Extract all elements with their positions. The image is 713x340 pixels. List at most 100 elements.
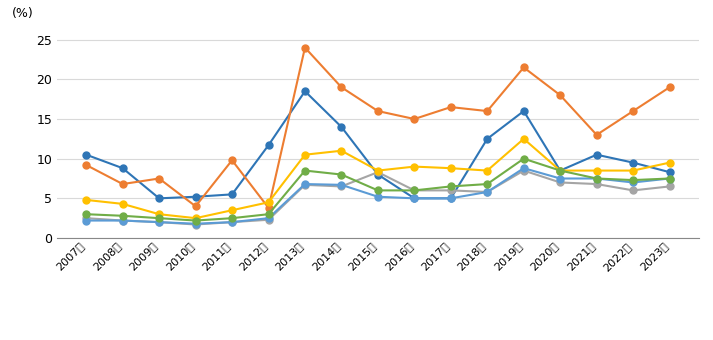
特殊法人等	[483, 109, 491, 113]
計	[556, 169, 565, 173]
国	[665, 170, 674, 174]
市区町村	[227, 220, 236, 224]
都道府県	[155, 220, 163, 224]
特殊法人等	[265, 206, 273, 210]
Line: 国: 国	[83, 88, 673, 202]
計	[410, 188, 419, 192]
都道府県	[483, 190, 491, 194]
国	[374, 172, 382, 176]
計	[665, 176, 674, 181]
指定都市	[410, 165, 419, 169]
計	[337, 172, 346, 176]
国	[155, 196, 163, 200]
特殊法人等	[629, 109, 637, 113]
市区町村	[301, 182, 309, 186]
市区町村	[82, 219, 91, 223]
Line: 計: 計	[83, 155, 673, 224]
市区町村	[483, 190, 491, 194]
都道府県	[520, 169, 528, 173]
都道府県	[629, 188, 637, 192]
計	[629, 178, 637, 182]
都道府県	[446, 188, 455, 192]
計	[118, 214, 127, 218]
指定都市	[446, 166, 455, 170]
国	[227, 192, 236, 197]
国	[629, 160, 637, 165]
特殊法人等	[556, 93, 565, 97]
指定都市	[483, 169, 491, 173]
国	[118, 166, 127, 170]
都道府県	[265, 218, 273, 222]
特殊法人等	[665, 85, 674, 89]
計	[593, 176, 601, 181]
国	[301, 89, 309, 93]
指定都市	[665, 160, 674, 165]
特殊法人等	[191, 204, 200, 208]
市区町村	[520, 166, 528, 170]
計	[191, 219, 200, 223]
都道府県	[82, 216, 91, 220]
市区町村	[665, 176, 674, 181]
国	[446, 196, 455, 200]
特殊法人等	[301, 46, 309, 50]
市区町村	[593, 176, 601, 181]
都道府県	[301, 183, 309, 187]
計	[483, 182, 491, 186]
特殊法人等	[593, 133, 601, 137]
市区町村	[337, 183, 346, 187]
都道府県	[227, 220, 236, 224]
計	[374, 188, 382, 192]
計	[227, 216, 236, 220]
都道府県	[118, 219, 127, 223]
指定都市	[227, 208, 236, 212]
国	[520, 109, 528, 113]
市区町村	[556, 176, 565, 181]
特殊法人等	[410, 117, 419, 121]
Text: (%): (%)	[12, 6, 34, 19]
市区町村	[265, 216, 273, 220]
特殊法人等	[446, 105, 455, 109]
計	[155, 216, 163, 220]
市区町村	[629, 181, 637, 185]
市区町村	[191, 222, 200, 226]
市区町村	[374, 195, 382, 199]
国	[556, 169, 565, 173]
計	[301, 169, 309, 173]
指定都市	[118, 202, 127, 206]
都道府県	[374, 170, 382, 174]
国	[593, 153, 601, 157]
計	[265, 212, 273, 216]
指定都市	[337, 149, 346, 153]
都道府県	[191, 222, 200, 226]
指定都市	[301, 153, 309, 157]
計	[82, 212, 91, 216]
市区町村	[446, 196, 455, 200]
国	[483, 137, 491, 141]
Line: 特殊法人等: 特殊法人等	[83, 44, 673, 211]
国	[82, 153, 91, 157]
指定都市	[374, 169, 382, 173]
市区町村	[155, 220, 163, 224]
Line: 市区町村: 市区町村	[83, 165, 673, 227]
国	[337, 125, 346, 129]
計	[520, 157, 528, 161]
国	[265, 143, 273, 147]
都道府県	[410, 188, 419, 192]
特殊法人等	[118, 182, 127, 186]
都道府県	[665, 184, 674, 188]
特殊法人等	[520, 65, 528, 69]
国	[410, 196, 419, 200]
市区町村	[410, 196, 419, 200]
国	[191, 195, 200, 199]
特殊法人等	[337, 85, 346, 89]
指定都市	[593, 169, 601, 173]
指定都市	[629, 169, 637, 173]
都道府県	[556, 181, 565, 185]
指定都市	[191, 216, 200, 220]
指定都市	[82, 198, 91, 202]
指定都市	[520, 137, 528, 141]
特殊法人等	[155, 176, 163, 181]
特殊法人等	[227, 158, 236, 162]
Line: 指定都市: 指定都市	[83, 135, 673, 222]
特殊法人等	[82, 163, 91, 167]
